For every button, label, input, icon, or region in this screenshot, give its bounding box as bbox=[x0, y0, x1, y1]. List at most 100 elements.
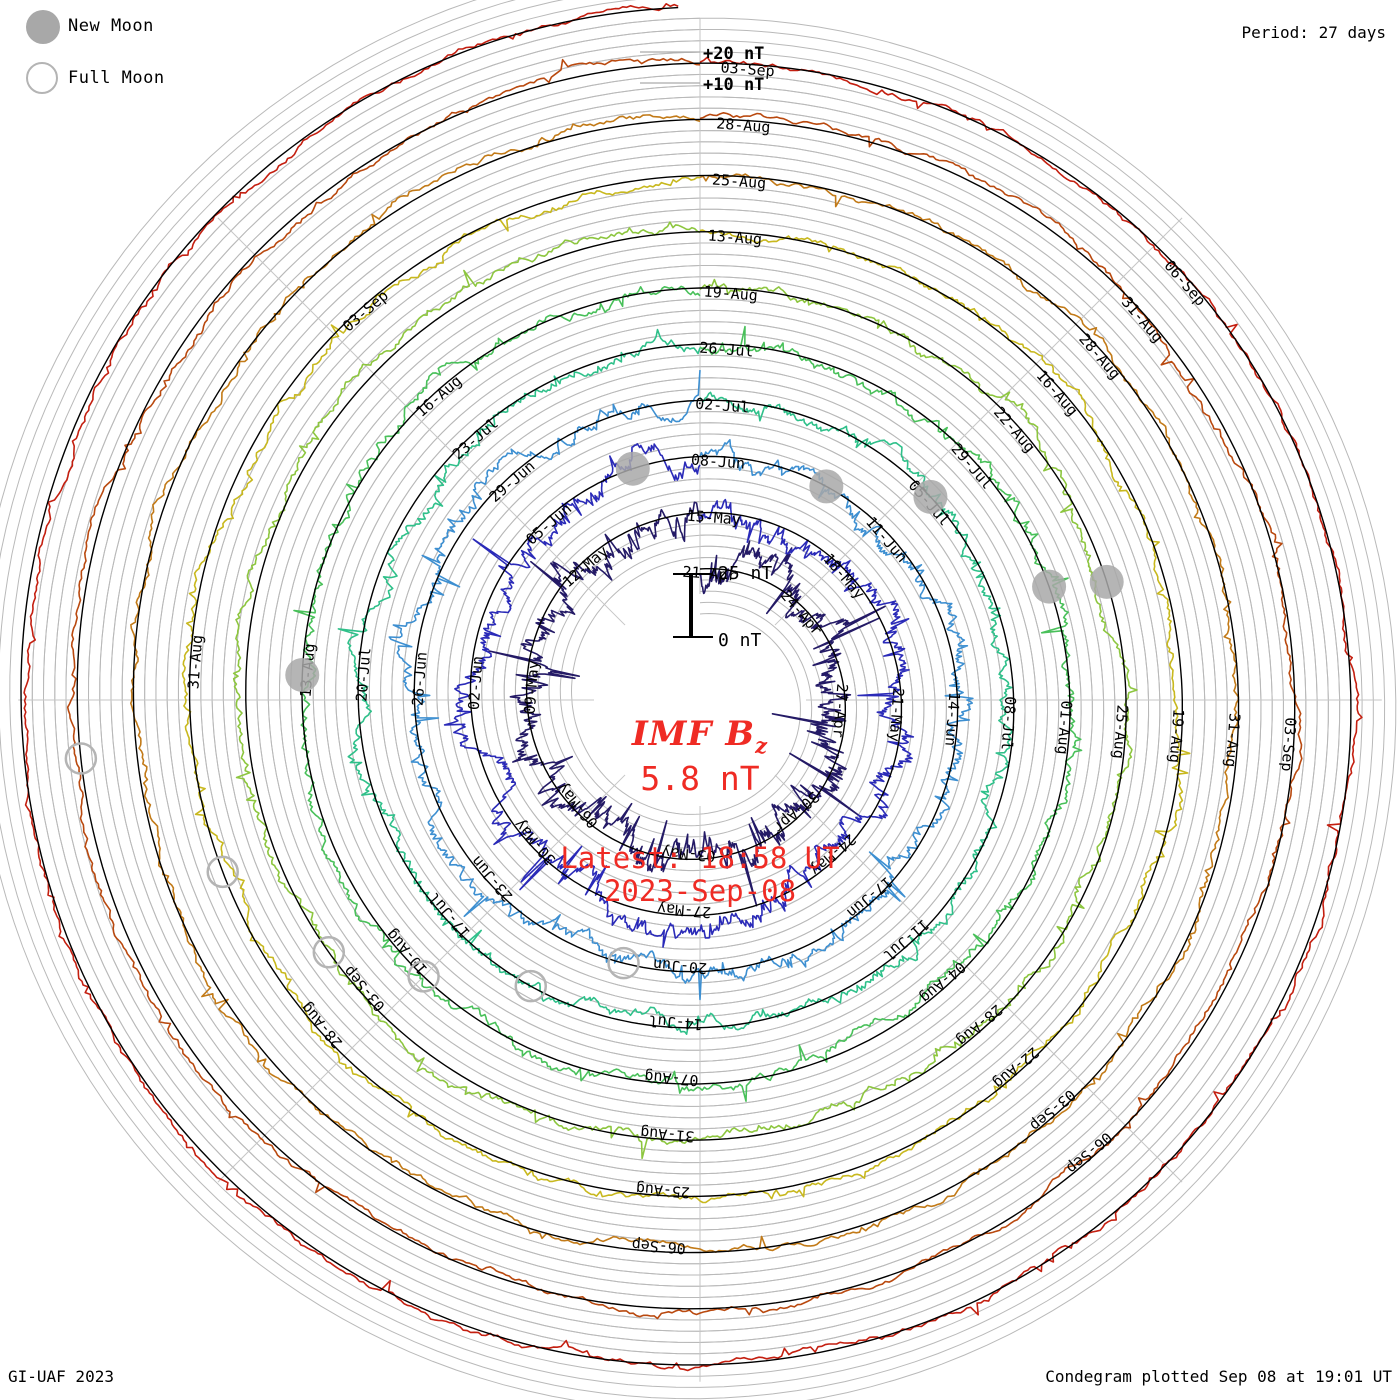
date-tick-label: 04-Aug bbox=[916, 958, 969, 1007]
date-tick-label: 29-Jul bbox=[947, 440, 996, 493]
date-tick-label: 14-Jul bbox=[648, 1011, 703, 1033]
new-moon-legend-label: New Moon bbox=[68, 16, 154, 36]
trace-rot-02 bbox=[443, 443, 915, 948]
date-tick-label: 23-Jul bbox=[449, 414, 502, 463]
new-moon-marker bbox=[285, 657, 320, 692]
baseline-arc bbox=[525, 512, 846, 860]
date-tick-label: 14-Jun bbox=[941, 691, 963, 746]
new-moon-marker bbox=[615, 451, 650, 486]
date-tick-label: 03-Sep bbox=[1278, 717, 1300, 772]
date-tick-label: 25-Aug bbox=[1109, 704, 1131, 759]
date-tick-label: 20-Jul bbox=[352, 647, 374, 702]
date-tick-label: 06-Sep bbox=[631, 1236, 686, 1258]
date-tick-label: 08-Jun bbox=[690, 451, 745, 473]
moon-markers bbox=[64, 451, 1124, 1003]
date-tick-label: 08-Jul bbox=[997, 696, 1019, 751]
new-moon-icon bbox=[26, 10, 60, 44]
full-moon-marker bbox=[64, 742, 98, 775]
date-tick-label: 25-Aug bbox=[635, 1180, 690, 1202]
center-title-sub: z bbox=[755, 732, 769, 758]
baseline-arc bbox=[76, 62, 1296, 1310]
baselines bbox=[20, 6, 1352, 1366]
new-moon-marker bbox=[1089, 564, 1124, 599]
date-tick-label: 20-Jun bbox=[652, 955, 707, 977]
baseline-arc bbox=[132, 118, 1240, 1254]
baseline-arc bbox=[188, 174, 1183, 1198]
date-tick-label: 03-Sep bbox=[720, 58, 775, 80]
full-moon-legend-label: Full Moon bbox=[68, 68, 165, 88]
date-tick-label: 28-Aug bbox=[297, 999, 346, 1052]
center-title-main: IMF B bbox=[631, 714, 756, 754]
date-tick-label: 02-Jul bbox=[695, 395, 750, 417]
date-tick-label: 03-Sep bbox=[339, 286, 392, 335]
new-moon-marker bbox=[809, 469, 844, 504]
date-tick-label: 03-Sep bbox=[340, 962, 389, 1015]
baseline-arc bbox=[357, 343, 1015, 1029]
date-tick-label: 06-Sep bbox=[1063, 1129, 1116, 1178]
ring-label-leaders bbox=[640, 51, 700, 84]
ring-label-plus20: +20 nT bbox=[703, 44, 765, 64]
date-tick-label: 18-May bbox=[820, 550, 869, 603]
trace-rot-10 bbox=[23, 3, 1363, 1372]
date-tick-label: 31-Aug bbox=[184, 634, 206, 689]
date-tick-label: 15-May bbox=[686, 507, 741, 529]
date-tick-label: 26-Jul bbox=[699, 339, 754, 361]
new-moon-marker bbox=[913, 479, 948, 514]
trace-rot-04 bbox=[337, 328, 1014, 1035]
date-tick-label: 02-Jun bbox=[465, 655, 487, 710]
trace-rot-03 bbox=[388, 370, 974, 1001]
baseline-arc bbox=[20, 6, 1352, 1366]
date-tick-label: 05-Jun bbox=[522, 500, 575, 549]
date-tick-label: 25-Aug bbox=[711, 170, 766, 192]
date-tick-label: 09-May bbox=[521, 660, 543, 715]
center-latest-date: 2023-Sep-08 bbox=[603, 873, 797, 908]
center-title: IMF Bz bbox=[430, 715, 970, 757]
data-traces bbox=[23, 3, 1363, 1372]
date-tick-label: 13-Aug bbox=[707, 226, 762, 248]
period-label: Period: 27 days bbox=[1241, 23, 1387, 42]
date-tick-label: 26-Jun bbox=[409, 651, 431, 706]
full-moon-marker bbox=[514, 969, 548, 1003]
date-tick-label: 10-Aug bbox=[382, 926, 431, 979]
date-tick-label: 22-Aug bbox=[990, 1043, 1043, 1092]
ring-label-plus10: +10 nT bbox=[703, 75, 765, 95]
trace-rot-01 bbox=[488, 501, 886, 907]
trace-rot-07 bbox=[181, 176, 1191, 1204]
radial-spoke bbox=[774, 217, 1183, 626]
date-tick-label: 28-Aug bbox=[953, 1001, 1006, 1050]
baseline-arc bbox=[301, 287, 1071, 1085]
full-moon-icon bbox=[26, 62, 58, 94]
radial-spoke bbox=[217, 217, 626, 626]
full-moon-marker bbox=[312, 936, 346, 969]
full-moon-marker bbox=[607, 946, 640, 980]
date-tick-label: 27-Apr bbox=[829, 683, 851, 738]
date-tick-label: 29-Jun bbox=[486, 457, 539, 506]
date-tick-label: 22-Aug bbox=[990, 403, 1039, 456]
center-value: 5.8 nT bbox=[640, 759, 760, 799]
date-tick-label: 31-Aug bbox=[640, 1124, 695, 1146]
date-tick-label: 07-Aug bbox=[644, 1067, 699, 1089]
baseline-arc bbox=[469, 455, 903, 917]
baseline-arc bbox=[413, 399, 959, 973]
new-moon-marker bbox=[1032, 569, 1067, 604]
radial-spoke bbox=[774, 774, 1183, 1183]
center-readout: IMF Bz 5.8 nT Latest: 18:58 UT 2023-Sep-… bbox=[430, 715, 970, 907]
date-tick-label: 01-Aug bbox=[1054, 700, 1076, 755]
full-moon-marker bbox=[407, 960, 440, 993]
trace-rot-08 bbox=[130, 114, 1240, 1253]
scalebar-top-label: 25 nT bbox=[718, 563, 773, 584]
date-tick-label: 24-Apr bbox=[777, 586, 826, 639]
date-tick-label: 21-May bbox=[885, 687, 907, 742]
center-latest-time: Latest: 18:58 UT bbox=[560, 841, 840, 876]
date-tick-label: 03-Sep bbox=[1026, 1086, 1079, 1135]
scalebar-bottom-label: 0 nT bbox=[718, 630, 762, 651]
full-moon-marker bbox=[206, 855, 239, 889]
trace-rot-09 bbox=[66, 57, 1303, 1320]
trace-rot-05 bbox=[293, 285, 1083, 1102]
date-tick-label: 16-Aug bbox=[412, 372, 465, 421]
date-tick-label: 11-Jul bbox=[880, 915, 933, 964]
date-tick-label: 19-Aug bbox=[1166, 708, 1188, 763]
